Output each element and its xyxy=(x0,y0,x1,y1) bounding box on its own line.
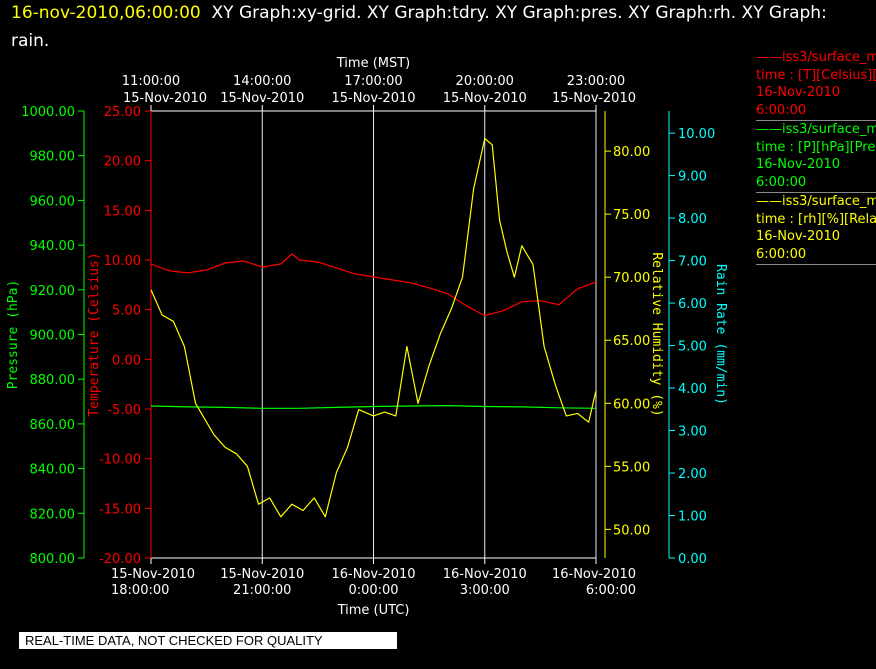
header-graph-list: XY Graph:xy-grid. XY Graph:tdry. XY Grap… xyxy=(211,3,827,23)
legend-separator xyxy=(756,120,876,121)
rain-tick-label: 7.00 xyxy=(678,255,707,270)
x-bottom-tick-label: 3:00:00 xyxy=(460,583,510,598)
rain-tick-label: 10.00 xyxy=(678,127,715,142)
x-bottom-tick-label: 15-Nov-2010 xyxy=(220,567,304,582)
legend-entry-line2: time : [rh][%][Relati xyxy=(756,211,876,227)
legend: ——iss3/surface_mettime : [T][Celsius][T1… xyxy=(756,49,876,265)
pressure-tick-label: 940.00 xyxy=(30,239,76,254)
rain-tick-label: 1.00 xyxy=(678,510,707,525)
x-bottom-tick-label: 18:00:00 xyxy=(111,583,169,598)
rh-tick-label: 55.00 xyxy=(613,460,650,475)
pressure-tick-label: 860.00 xyxy=(30,418,76,433)
rain-tick-label: 8.00 xyxy=(678,212,707,227)
rain-tick-label: 6.00 xyxy=(678,297,707,312)
rh-axis-title: Relative Humidity (%) xyxy=(649,252,664,416)
x-top-tick-label: 20:00:00 xyxy=(456,74,514,89)
legend-entry-line3: 16-Nov-2010 xyxy=(756,157,841,172)
x-top-tick-label: 15-Nov-2010 xyxy=(331,91,415,106)
pressure-tick-label: 900.00 xyxy=(30,329,76,344)
rain-tick-label: 4.00 xyxy=(678,382,707,397)
x-bottom-tick-label: 21:00:00 xyxy=(233,583,291,598)
x-bottom-tick-label: 16-Nov-2010 xyxy=(331,567,415,582)
legend-entry-line2: time : [P][hPa][Press xyxy=(756,139,876,155)
legend-separator xyxy=(756,264,876,265)
rh-tick-label: 65.00 xyxy=(613,334,650,349)
legend-entry-line1: ——iss3/surface_met xyxy=(756,50,876,65)
temperature-tick-label: 0.00 xyxy=(112,353,141,368)
x-top-tick-label: 14:00:00 xyxy=(233,74,291,89)
x-top-tick-label: 23:00:00 xyxy=(567,74,625,89)
pressure-tick-label: 980.00 xyxy=(30,150,76,165)
x-bottom-tick-label: 16-Nov-2010 xyxy=(443,567,527,582)
legend-entry-line1: ——iss3/surface_met xyxy=(756,194,876,209)
rh-tick-label: 75.00 xyxy=(613,208,650,223)
pressure-tick-label: 840.00 xyxy=(30,463,76,478)
x-top-tick-label: 15-Nov-2010 xyxy=(552,91,636,106)
x-bottom-tick-label: 0:00:00 xyxy=(348,583,398,598)
rh-tick-label: 80.00 xyxy=(613,145,650,160)
temperature-tick-label: -5.00 xyxy=(107,403,141,418)
temperature-series-line xyxy=(150,253,597,317)
temperature-tick-label: -20.00 xyxy=(99,552,141,567)
x-top-tick-label: 11:00:00 xyxy=(122,74,180,89)
header-line-1: 16-nov-2010,06:00:00 XY Graph:xy-grid. X… xyxy=(11,3,827,23)
legend-entry-line2: time : [T][Celsius][T xyxy=(756,67,876,83)
x-bottom-tick-label: 15-Nov-2010 xyxy=(111,567,195,582)
x-bottom-tick-label: 6:00:00 xyxy=(586,583,636,598)
legend-entry-line3: 16-Nov-2010 xyxy=(756,229,841,244)
rh-tick-label: 70.00 xyxy=(613,271,650,286)
legend-entry-line1: ——iss3/surface_met xyxy=(756,122,876,137)
temperature-tick-label: 20.00 xyxy=(104,155,141,170)
x-bottom-tick-label: 16-Nov-2010 xyxy=(552,567,636,582)
pressure-series-line xyxy=(150,405,597,409)
legend-entry-line3: 16-Nov-2010 xyxy=(756,85,841,100)
temperature-tick-label: 15.00 xyxy=(104,204,141,219)
rain-tick-label: 9.00 xyxy=(678,170,707,185)
x-top-tick-label: 15-Nov-2010 xyxy=(220,91,304,106)
x-top-tick-label: 15-Nov-2010 xyxy=(443,91,527,106)
header-line-2: rain. xyxy=(11,31,50,51)
rain-tick-label: 3.00 xyxy=(678,425,707,440)
pressure-tick-label: 1000.00 xyxy=(21,105,75,120)
legend-entry-line4: 6:00:00 xyxy=(756,174,807,190)
temperature-tick-label: -15.00 xyxy=(99,502,141,517)
pressure-tick-label: 880.00 xyxy=(30,373,76,388)
rh-tick-label: 60.00 xyxy=(613,397,650,412)
x-bottom-axis-title: Time (UTC) xyxy=(337,603,410,618)
legend-entry-line4: 6:00:00 xyxy=(756,246,807,262)
pressure-tick-label: 820.00 xyxy=(30,507,76,522)
pressure-tick-label: 800.00 xyxy=(30,552,76,567)
rh-series-line xyxy=(150,137,597,518)
temperature-tick-label: 5.00 xyxy=(112,304,141,319)
legend-entry-line4: 6:00:00 xyxy=(756,102,807,118)
header-date: 16-nov-2010,06:00:00 xyxy=(11,3,201,23)
x-top-tick-label: 17:00:00 xyxy=(344,74,402,89)
rain-tick-label: 2.00 xyxy=(678,467,707,482)
temperature-tick-label: 10.00 xyxy=(104,254,141,269)
legend-separator xyxy=(756,192,876,193)
rain-axis-title: Rain Rate (mm/min) xyxy=(713,264,728,405)
temperature-tick-label: -10.00 xyxy=(99,453,141,468)
rh-tick-label: 50.00 xyxy=(613,523,650,538)
temperature-tick-label: 25.00 xyxy=(104,105,141,120)
rain-tick-label: 5.00 xyxy=(678,340,707,355)
pressure-tick-label: 960.00 xyxy=(30,194,76,209)
temperature-axis-title: Temperature (Celsius) xyxy=(87,252,102,416)
pressure-tick-label: 920.00 xyxy=(30,284,76,299)
rain-tick-label: 0.00 xyxy=(678,552,707,567)
quality-notice: REAL-TIME DATA, NOT CHECKED FOR QUALITY xyxy=(19,632,397,649)
x-top-tick-label: 15-Nov-2010 xyxy=(123,91,207,106)
pressure-axis-title: Pressure (hPa) xyxy=(6,280,21,390)
x-top-axis-title: Time (MST) xyxy=(336,56,411,71)
